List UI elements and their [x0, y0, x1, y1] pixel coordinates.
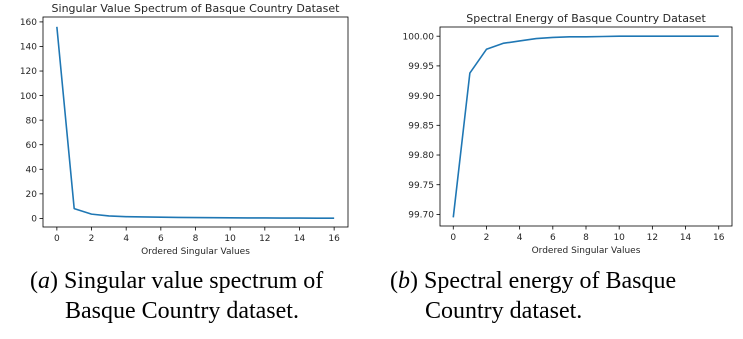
chart-0-series-line	[56, 26, 335, 220]
chart-0-x-tick-label: 4	[123, 234, 129, 244]
caption-b: (b) Spectral energy of Basque Country da…	[390, 266, 740, 326]
chart-0-x-tick-label: 0	[54, 234, 60, 244]
caption-b-line1: Spectral energy of Basque	[418, 268, 677, 294]
chart-1-x-tick-label: 6	[550, 233, 556, 243]
caption-a-line2: Basque Country dataset.	[65, 298, 299, 324]
chart-1-y-tick-label: 99.80	[408, 151, 434, 161]
chart-0-y-tick-label: 140	[20, 43, 37, 53]
chart-0-x-tick-label: 10	[224, 234, 236, 244]
chart-1-x-tick-label: 0	[450, 233, 456, 243]
chart-1-x-axis-label: Ordered Singular Values	[532, 246, 641, 256]
chart-0-y-tick-label: 160	[20, 18, 37, 28]
chart-0-x-tick-label: 14	[294, 234, 306, 244]
chart-0-y-tick-label: 120	[20, 67, 37, 77]
chart-0-title: Singular Value Spectrum of Basque Countr…	[52, 2, 341, 15]
chart-0-x-axis-label: Ordered Singular Values	[141, 247, 250, 257]
chart-1-y-tick-label: 99.75	[408, 181, 434, 191]
chart-singular-value-spectrum: Singular Value Spectrum of Basque Countr…	[20, 2, 349, 257]
chart-spectral-energy: Spectral Energy of Basque Country Datase…	[403, 12, 733, 256]
chart-0-x-tick-label: 8	[193, 234, 199, 244]
chart-0-y-tick-label: 60	[26, 141, 38, 151]
chart-1-title: Spectral Energy of Basque Country Datase…	[466, 12, 706, 25]
chart-0-x-tick-label: 6	[158, 234, 164, 244]
chart-1-x-tick-label: 14	[680, 233, 692, 243]
chart-1-y-tick-label: 99.95	[408, 62, 434, 72]
caption-a: (a) Singular value spectrum of Basque Co…	[30, 266, 370, 326]
chart-0-y-tick-label: 80	[26, 116, 38, 126]
chart-1-y-tick-label: 99.90	[408, 92, 434, 102]
chart-1-y-tick-label: 100.00	[403, 32, 435, 42]
chart-1-y-tick-label: 99.70	[408, 211, 434, 221]
chart-0-axes-frame	[42, 16, 349, 228]
caption-b-label: b	[398, 268, 410, 294]
chart-0-x-tick-label: 2	[89, 234, 95, 244]
caption-a-line1: Singular value spectrum of	[58, 268, 324, 294]
chart-0-x-tick-label: 12	[259, 234, 270, 244]
caption-a-label: a	[38, 268, 50, 294]
chart-1-x-tick-label: 8	[583, 233, 589, 243]
chart-0-y-tick-label: 100	[20, 92, 37, 102]
chart-0-y-tick-label: 20	[26, 190, 38, 200]
caption-b-line2: Country dataset.	[425, 298, 583, 324]
chart-1-x-tick-label: 16	[713, 233, 725, 243]
chart-1-series-line	[452, 35, 719, 218]
chart-0-x-tick-label: 16	[328, 234, 340, 244]
chart-1-x-tick-label: 12	[647, 233, 658, 243]
chart-1-axes-frame	[439, 26, 733, 227]
chart-1-x-tick-label: 2	[484, 233, 490, 243]
chart-0-y-tick-label: 0	[31, 215, 37, 225]
chart-1-x-tick-label: 10	[613, 233, 625, 243]
chart-0-y-tick-label: 40	[26, 165, 38, 175]
chart-1-y-tick-label: 99.85	[408, 122, 434, 132]
chart-1-x-tick-label: 4	[517, 233, 523, 243]
